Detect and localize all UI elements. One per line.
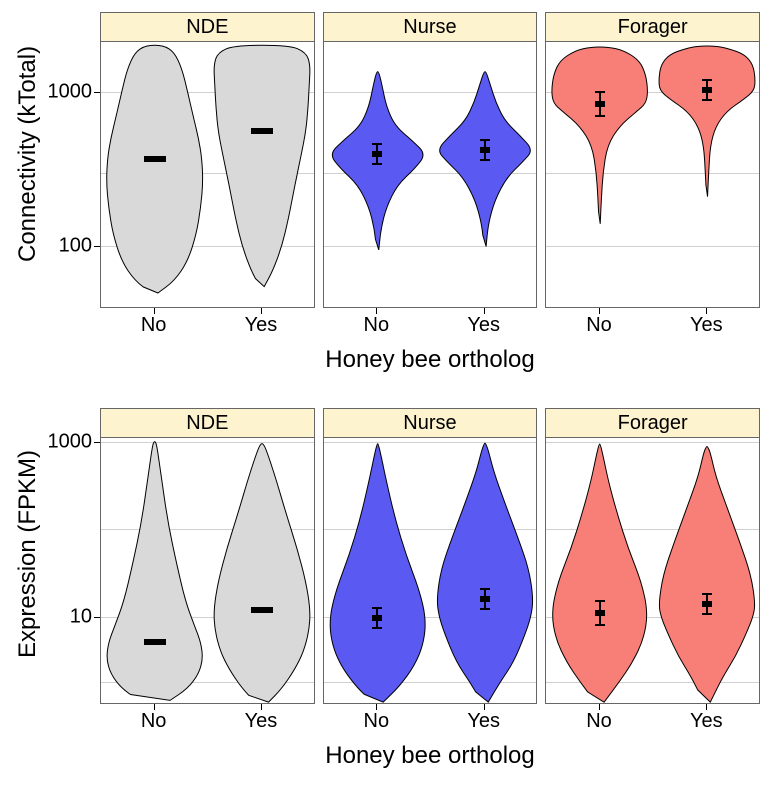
plot-area [545,437,760,704]
panel-nurse: Nurse [323,408,538,704]
chart-row-top: Connectivity (kTotal)1001000Honey bee or… [0,12,784,308]
violin-yes [546,438,760,704]
error-bar [706,594,708,614]
error-cap [480,588,490,590]
x-tick-mark [154,704,155,710]
x-tick-mark [261,704,262,710]
x-tick-mark [376,704,377,710]
plot-area [323,437,538,704]
panel-nde: NDE [100,12,315,308]
x-axis-title: Honey bee ortholog [325,346,534,374]
panel-forager: Forager [545,408,760,704]
panel-strip: Nurse [323,12,538,42]
panel-strip: Nurse [323,408,538,438]
panel-forager: Forager [545,12,760,308]
x-tick-mark [154,308,155,314]
y-tick-label: 1000 [0,430,92,453]
error-cap [702,613,712,615]
x-tick-label: Yes [467,314,500,337]
figure: Connectivity (kTotal)1001000Honey bee or… [0,0,784,785]
plot-area [100,437,315,704]
plot-area [545,41,760,308]
panel-strip: NDE [100,12,315,42]
error-cap [480,159,490,161]
mean-marker [251,128,273,134]
error-cap [702,593,712,595]
violin-yes [546,42,760,308]
x-tick-label: No [141,314,167,337]
error-cap [702,99,712,101]
violin-yes [101,438,315,704]
x-tick-label: Yes [245,710,278,733]
violin-yes [324,438,538,704]
violin-yes [324,42,538,308]
panel-nde: NDE [100,408,315,704]
plot-area [100,41,315,308]
panel-nurse: Nurse [323,12,538,308]
x-tick-label: Yes [467,710,500,733]
x-tick-label: Yes [245,314,278,337]
panel-strip: NDE [100,408,315,438]
x-tick-label: No [586,314,612,337]
error-bar [484,140,486,160]
x-tick-label: No [364,710,390,733]
x-tick-mark [706,704,707,710]
x-tick-mark [599,704,600,710]
x-tick-mark [376,308,377,314]
x-tick-label: Yes [690,710,723,733]
panel-strip: Forager [545,408,760,438]
x-tick-mark [706,308,707,314]
x-tick-mark [261,308,262,314]
mean-marker [251,607,273,613]
x-tick-label: No [586,710,612,733]
error-bar [484,589,486,609]
y-tick-label: 1000 [0,80,92,103]
plot-area [323,41,538,308]
panel-strip: Forager [545,12,760,42]
x-tick-mark [484,704,485,710]
x-tick-mark [599,308,600,314]
x-tick-label: No [364,314,390,337]
y-tick-label: 10 [0,605,92,628]
x-axis-title: Honey bee ortholog [325,742,534,770]
error-cap [480,608,490,610]
violin-yes [101,42,315,308]
x-tick-mark [484,308,485,314]
error-cap [702,79,712,81]
y-tick-label: 100 [0,235,92,258]
x-tick-label: Yes [690,314,723,337]
x-tick-label: No [141,710,167,733]
error-bar [706,80,708,100]
chart-row-bottom: Expression (FPKM)101000Honey bee ortholo… [0,408,784,704]
error-cap [480,139,490,141]
